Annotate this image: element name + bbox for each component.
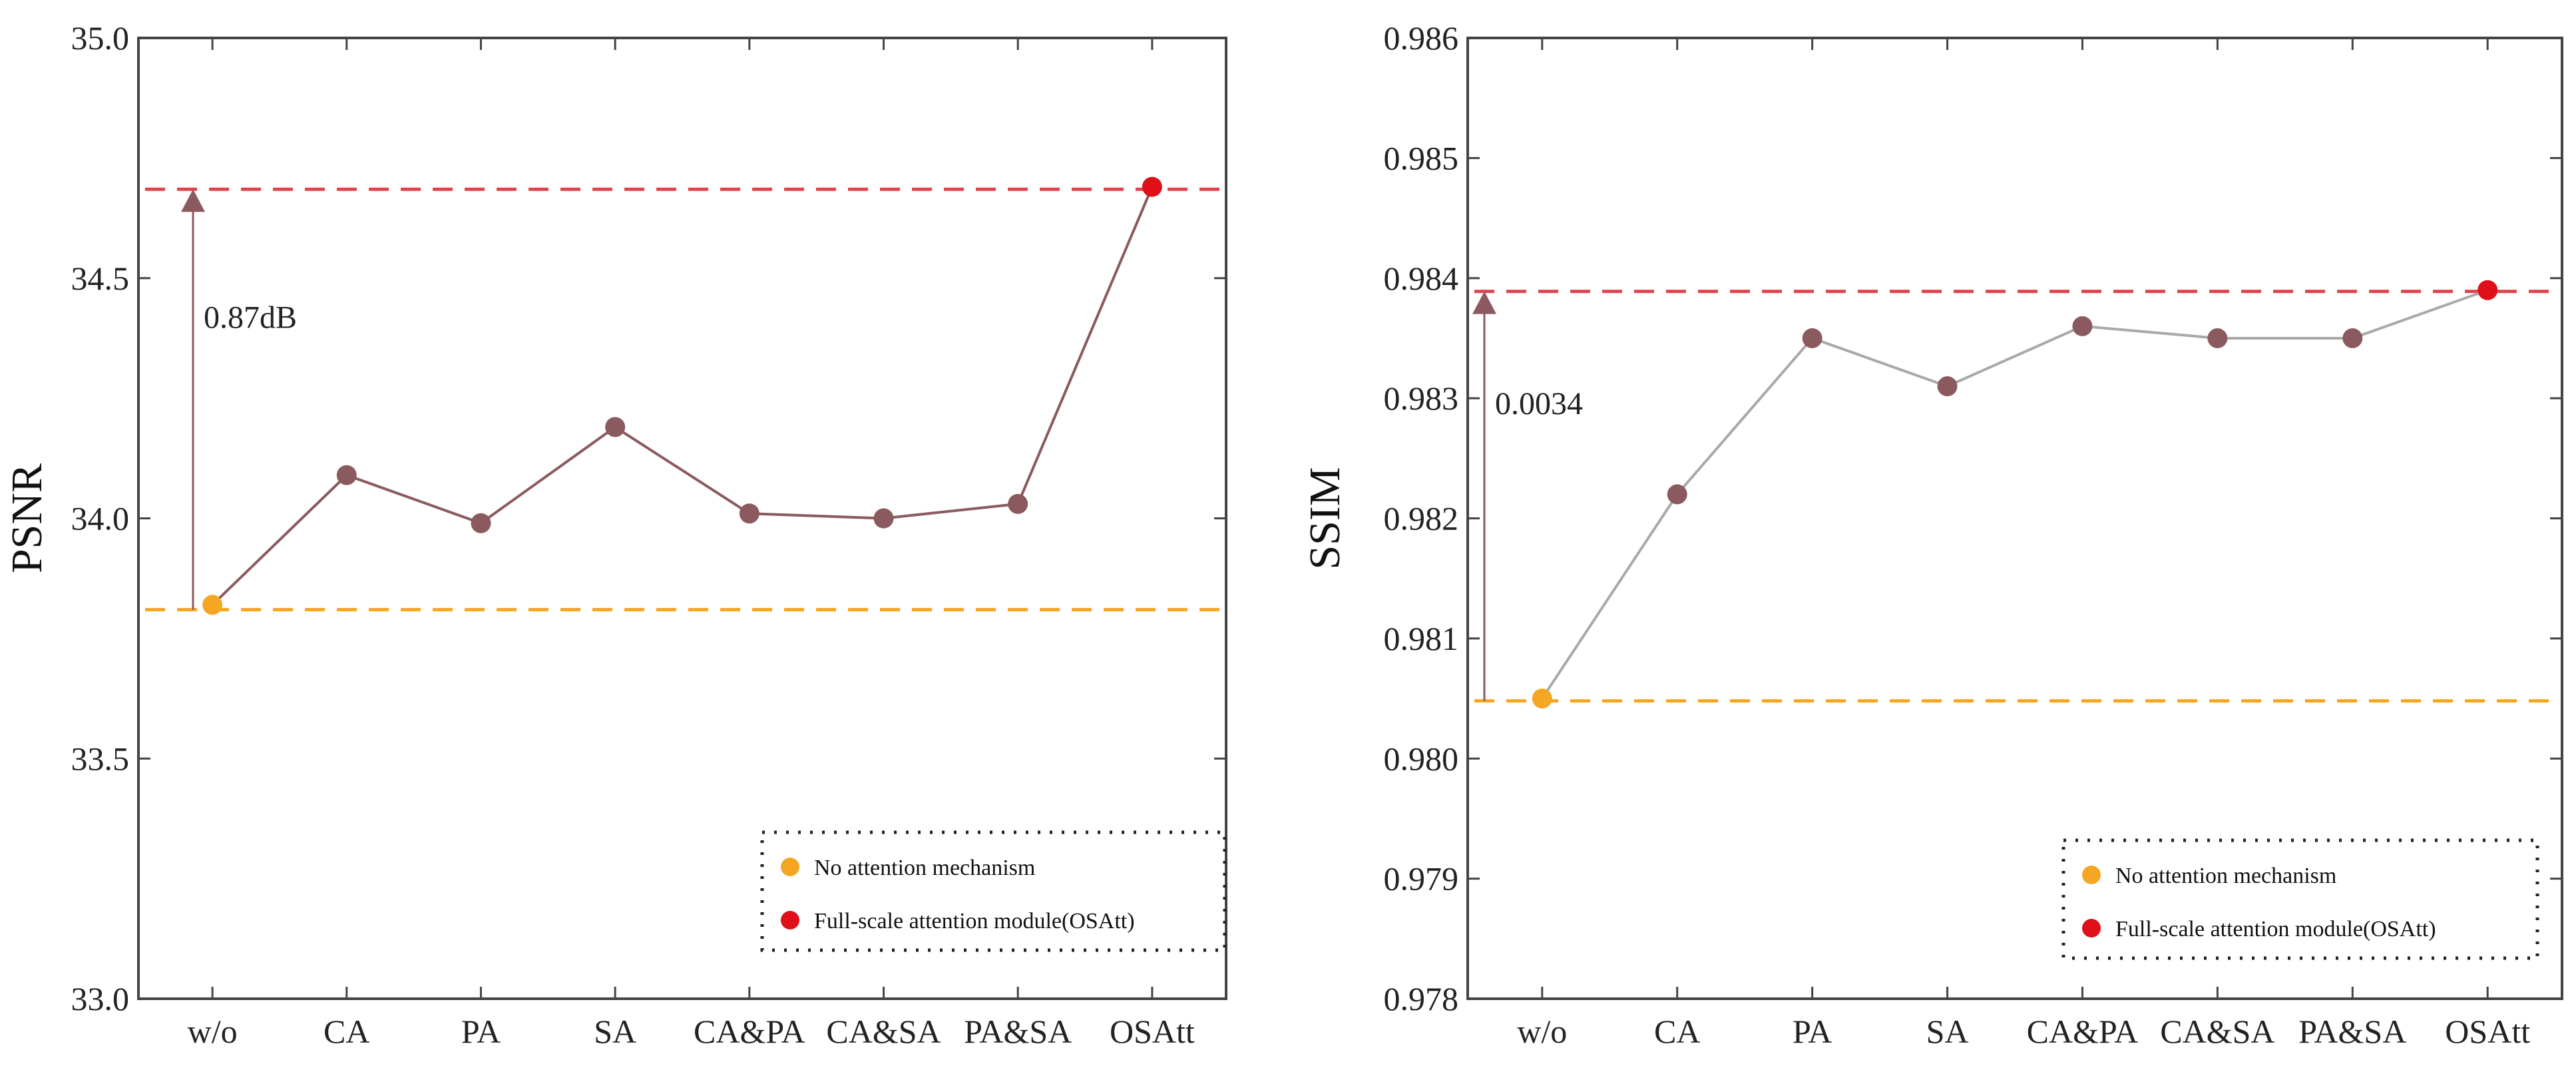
y-tick-label: 35.0 (71, 19, 130, 57)
data-point-osatt (2477, 280, 2498, 300)
data-point-ca-sa (873, 508, 894, 529)
improvement-arrow-head (1472, 291, 1496, 314)
data-point-w-o (1532, 688, 1552, 709)
y-tick-label: 0.982 (1384, 500, 1459, 537)
y-tick-label: 0.986 (1384, 19, 1459, 57)
legend-box (760, 830, 1227, 952)
x-tick-label: PA&SA (2298, 1013, 2406, 1050)
improvement-annotation: 0.87dB (204, 300, 297, 336)
y-tick-label: 0.983 (1384, 380, 1459, 417)
y-tick-label: 34.0 (71, 500, 130, 537)
x-tick-label: SA (594, 1013, 636, 1050)
data-point-ca (1667, 484, 1687, 505)
x-tick-label: PA (461, 1013, 501, 1050)
y-tick-label: 0.985 (1384, 139, 1459, 176)
legend-marker (781, 911, 799, 930)
data-point-pa (471, 513, 491, 533)
series-line (1541, 288, 2488, 700)
data-point-sa (605, 417, 626, 437)
y-tick-label: 0.981 (1384, 620, 1459, 657)
data-point-sa (1937, 376, 1958, 397)
x-tick-label: w/o (188, 1013, 238, 1050)
data-point-ca-pa (2072, 316, 2093, 336)
data-point-ca (336, 465, 357, 485)
y-tick-label: 33.5 (71, 740, 130, 777)
x-tick-label: OSAtt (2445, 1013, 2530, 1050)
x-tick-label: CA (323, 1013, 369, 1050)
x-tick-label: CA&SA (2160, 1013, 2274, 1050)
data-point-osatt (1142, 176, 1162, 197)
psnr-chart: 33.0 33.5 34.0 34.5 35.0 w/o CA PA SA CA&PA CA&SA P… (3, 19, 1227, 1050)
y-tick-label: 34.5 (71, 260, 130, 297)
x-tick-label: PA&SA (964, 1013, 1072, 1050)
y-tick-label: 0.980 (1384, 740, 1459, 777)
y-tick-label: 0.984 (1384, 260, 1459, 297)
legend-label: Full-scale attention module(OSAtt) (2115, 917, 2436, 941)
series-line (211, 186, 1154, 606)
x-tick-label: w/o (1517, 1013, 1567, 1050)
y-tick-label: 0.978 (1384, 980, 1459, 1017)
legend-label: No attention mechanism (814, 856, 1035, 880)
x-tick-label: CA (1654, 1013, 1700, 1050)
x-tick-label: CA&PA (694, 1013, 805, 1050)
data-point-ca-pa (739, 503, 759, 524)
legend-marker (781, 858, 799, 876)
x-tick-label: PA (1793, 1013, 1832, 1050)
ssim-chart: 0.978 0.979 0.980 0.981 0.982 0.983 0.984 0.985… (1301, 19, 2563, 1050)
data-point-ca-sa (2207, 328, 2228, 348)
y-axis-title: PSNR (3, 463, 51, 573)
y-tick-label: 33.0 (71, 980, 130, 1017)
legend-marker (2082, 866, 2101, 884)
x-tick-label: CA&PA (2027, 1013, 2139, 1050)
data-point-pa-sa (2342, 328, 2363, 348)
y-axis-title: SSIM (1301, 467, 1349, 569)
legend-marker (2082, 919, 2101, 937)
x-tick-label: SA (1926, 1013, 1969, 1050)
improvement-annotation: 0.0034 (1495, 386, 1583, 421)
improvement-arrow-head (181, 189, 205, 212)
data-point-pa-sa (1008, 493, 1028, 514)
data-point-w-o (202, 595, 223, 615)
legend-box (2061, 838, 2539, 960)
data-point-pa (1802, 328, 1823, 348)
y-tick-label: 0.979 (1384, 860, 1459, 898)
x-tick-label: OSAtt (1110, 1013, 1195, 1050)
legend-label: No attention mechanism (2115, 864, 2336, 888)
x-tick-label: CA&SA (826, 1013, 941, 1050)
legend-label: Full-scale attention module(OSAtt) (814, 909, 1135, 934)
